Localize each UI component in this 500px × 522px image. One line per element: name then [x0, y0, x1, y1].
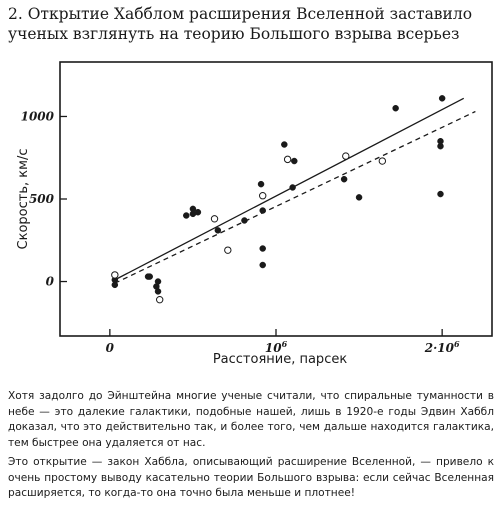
filled-point-18 [281, 141, 288, 148]
filled-point-26 [437, 137, 444, 145]
filled-point-16 [259, 245, 266, 252]
x-tick-label-0: 0 [106, 341, 115, 355]
y-tick-label-0: 0 [46, 275, 55, 289]
hollow-point-6 [342, 152, 350, 160]
filled-point-17 [259, 261, 266, 269]
fit-line-solid [114, 97, 465, 281]
hollow-point-7 [378, 157, 387, 165]
hollow-point-2 [210, 215, 219, 223]
filled-point-1 [111, 281, 119, 289]
filled-point-19 [291, 157, 298, 165]
filled-point-13 [257, 180, 265, 188]
x-axis-title: Расстояние, парсек [213, 352, 348, 367]
filled-point-15 [259, 207, 266, 214]
plot-frame [59, 61, 493, 337]
x-tick-label-1: 106 [265, 339, 288, 355]
filled-point-25 [438, 95, 446, 102]
filled-point-20 [289, 184, 296, 191]
filled-point-21 [340, 175, 348, 183]
filled-point-5 [154, 288, 162, 295]
filled-point-12 [241, 217, 248, 224]
hollow-point-5 [283, 155, 292, 164]
y-tick-label-1: 500 [29, 192, 55, 206]
article-heading: 2. Открытие Хабблом расширения Вселенной… [8, 5, 473, 43]
hollow-point-1 [155, 295, 164, 304]
article-paragraph-2: Это открытие — закон Хаббла, описывающий… [8, 456, 494, 500]
fit-line-dashed [114, 110, 476, 284]
hubble-chart-svg: 0 500 1000 0 106 2·106 Расстояние, парсек Скоро… [16, 61, 493, 367]
y-axis-title: Скорость, км/с [16, 149, 31, 250]
filled-point-23 [392, 104, 399, 112]
filled-point-22 [355, 194, 363, 201]
hubble-chart: 0 500 1000 0 106 2·106 Расстояние, парсек Скоро… [0, 52, 500, 382]
filled-point-27 [437, 190, 444, 198]
hollow-point-0 [111, 271, 119, 279]
filled-point-3 [146, 273, 153, 280]
article-paragraph-1: Хотя задолго до Эйнштейна многие ученые … [8, 390, 494, 449]
filled-point-10 [194, 208, 202, 216]
filled-point-7 [183, 212, 190, 219]
y-tick-label-2: 1000 [21, 109, 55, 123]
filled-point-6 [154, 278, 162, 285]
x-tick-label-2: 2·106 [424, 339, 460, 355]
hollow-point-3 [224, 246, 232, 254]
hollow-point-4 [259, 191, 267, 200]
filled-point-11 [214, 227, 222, 234]
